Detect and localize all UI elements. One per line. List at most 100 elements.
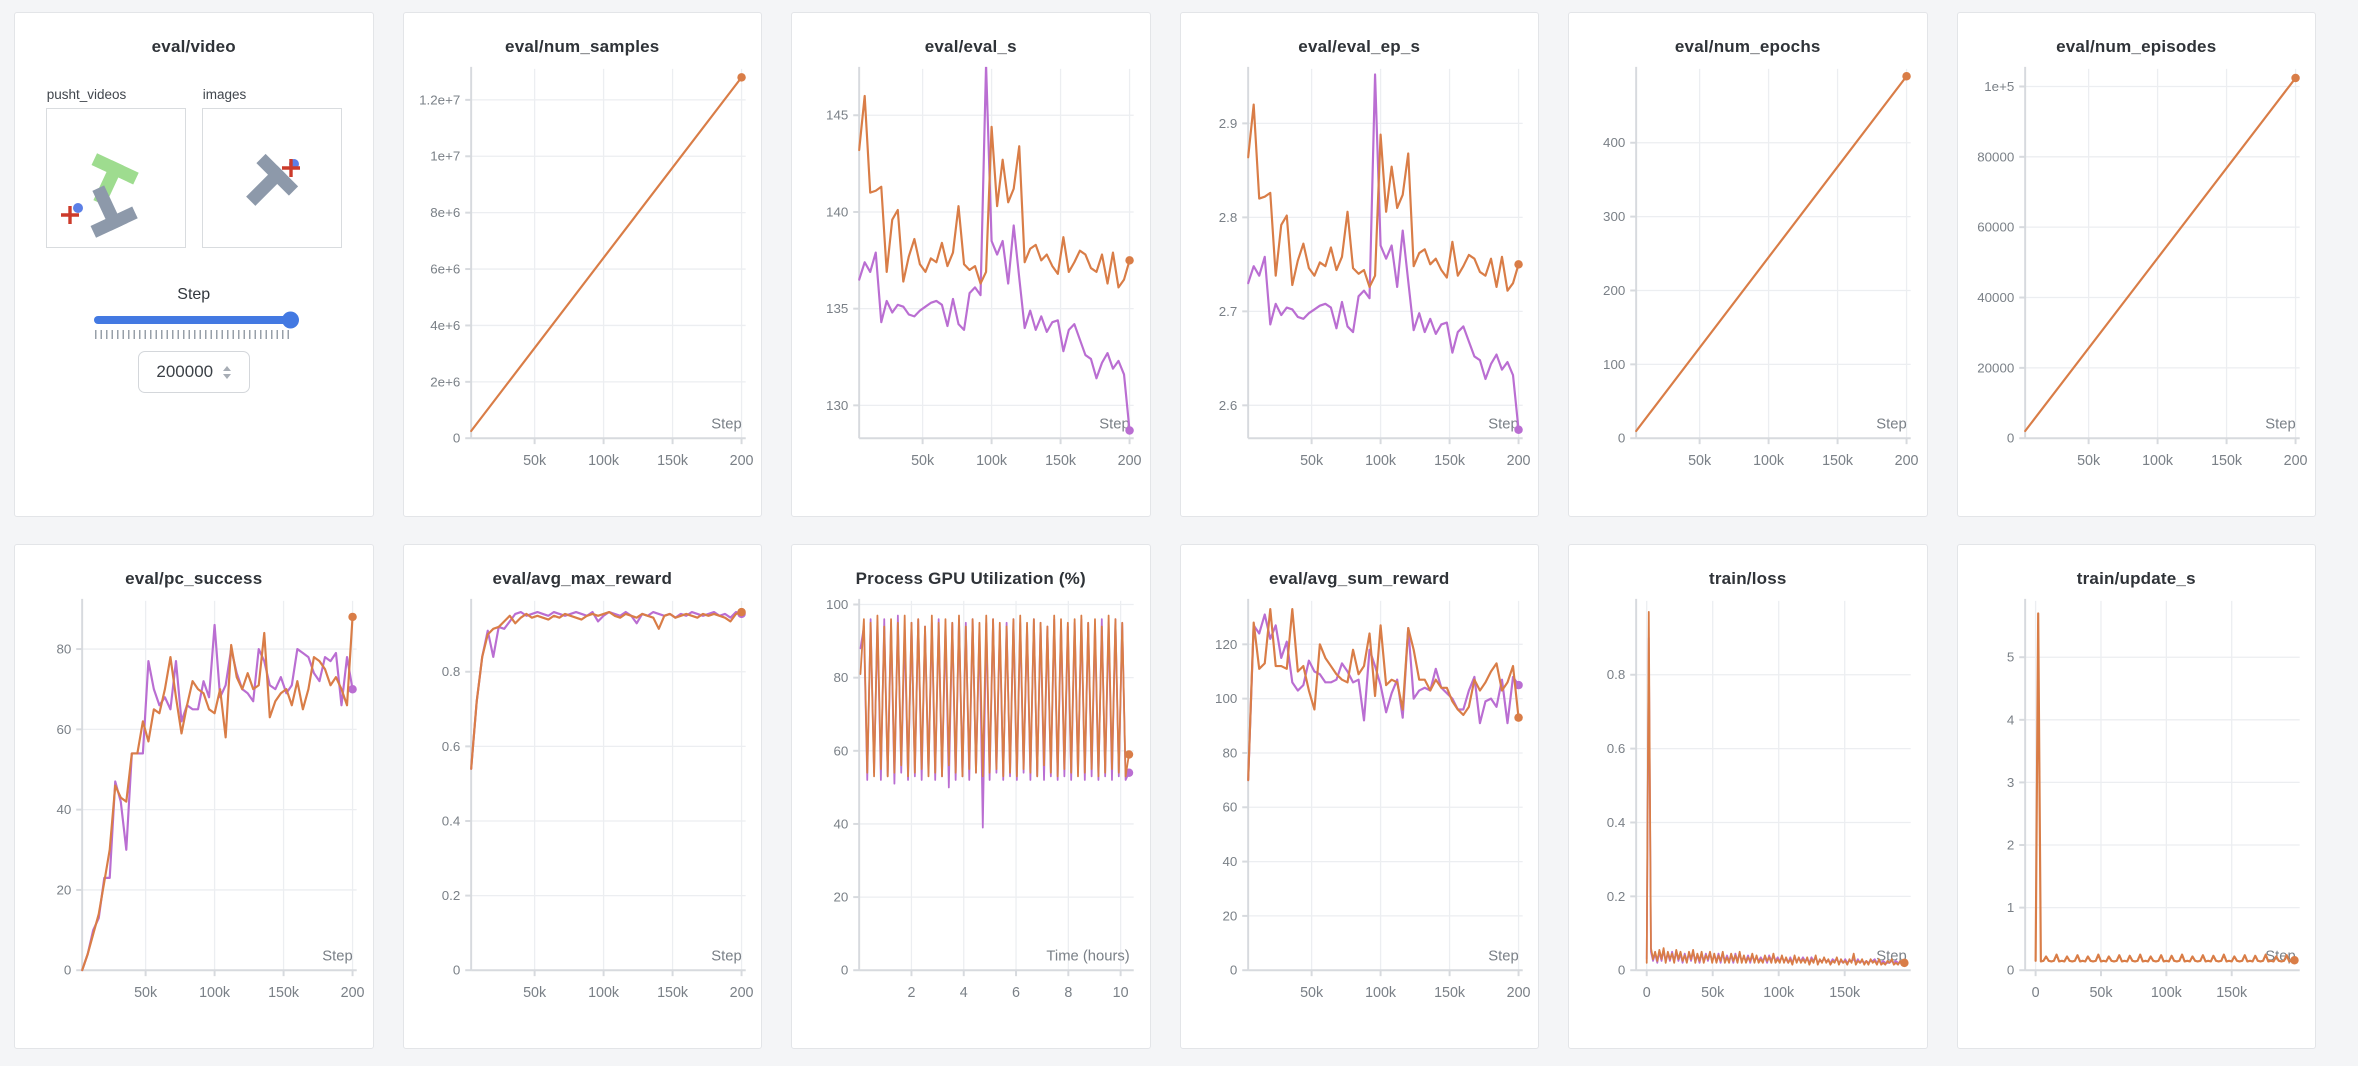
series-end-dot-run_orange: [1902, 72, 1911, 81]
pusht-scene-image: [60, 153, 139, 238]
x-tick-label: 4: [960, 985, 968, 1001]
y-tick-label: 130: [826, 398, 848, 413]
decrement-icon[interactable]: [223, 373, 232, 379]
chart-title: Process GPU Utilization (%): [855, 569, 1086, 588]
chart-canvas[interactable]: 0 20 40 60 80 100 2 4 6 8 10 Time (hours): [792, 591, 1150, 1018]
series-end-dot-run_orange: [2290, 73, 2300, 83]
x-tick-label: 50k: [523, 453, 547, 469]
series-end-dot-run_purple: [1513, 680, 1523, 690]
increment-icon[interactable]: [223, 365, 232, 371]
x-tick-label: 150k: [657, 985, 689, 1001]
chart-canvas[interactable]: 0 0.2 0.4 0.6 0.8 0 50k 100k 150k Step: [1569, 591, 1927, 1018]
x-axis-label: Step: [711, 948, 741, 964]
chart-title: eval/num_samples: [505, 37, 660, 56]
y-tick-label: 1e+5: [1984, 79, 2014, 94]
y-tick-label: 0: [1618, 431, 1625, 446]
x-tick-label: 200: [1506, 453, 1530, 469]
y-tick-label: 20: [56, 882, 71, 897]
x-axis-label: Step: [1876, 416, 1906, 432]
y-tick-label: 6e+6: [430, 261, 460, 276]
series-end-dot-run_orange: [1125, 256, 1134, 265]
chart-title: train/loss: [1708, 569, 1787, 588]
chart-canvas[interactable]: 0 100 200 300 400 50k 100k 150k 200 Step: [1569, 59, 1927, 486]
x-tick-label: 0: [2031, 985, 2039, 1001]
y-tick-label: 60: [56, 722, 71, 737]
y-tick-label: 3: [2006, 775, 2013, 790]
x-tick-label: 200: [341, 985, 365, 1001]
y-tick-label: 135: [826, 301, 848, 316]
x-tick-label: 6: [1012, 985, 1020, 1001]
y-tick-label: 80000: [1977, 149, 2014, 164]
panel-eval-avg-max-reward: eval/avg_max_reward 0 0.2 0.4 0.6 0.8 50k 100k…: [402, 544, 762, 1049]
series-end-dot-run_orange: [736, 73, 746, 82]
series-line-run_orange: [469, 610, 743, 770]
step-slider[interactable]: [93, 311, 299, 329]
x-tick-label: 100k: [1753, 453, 1785, 469]
y-tick-label: 40000: [1977, 290, 2014, 305]
stepper-arrows[interactable]: [223, 365, 232, 379]
y-tick-label: 400: [1603, 135, 1625, 150]
y-tick-label: 4: [2006, 712, 2014, 727]
series-line-run_purple: [469, 610, 743, 770]
pusht-target-cross: [281, 159, 300, 177]
series-end-dot-run_purple: [1125, 426, 1134, 435]
y-tick-label: 100: [1603, 357, 1625, 372]
y-tick-label: 140: [826, 204, 848, 219]
x-tick-label: 100k: [2150, 985, 2182, 1001]
y-tick-label: 5: [2006, 650, 2013, 665]
step-slider-handle[interactable]: [281, 311, 299, 329]
step-slider-tick-ruler: [94, 330, 293, 339]
series-line-run_purple: [1645, 636, 1906, 964]
x-tick-label: 50k: [523, 985, 547, 1001]
x-axis-label: Step: [1488, 948, 1518, 964]
y-tick-label: 2.7: [1218, 304, 1237, 319]
y-tick-label: 60: [1222, 800, 1237, 815]
chart-canvas[interactable]: 0 20 40 60 80 100 120 50k 100k 150k 200 Step: [1181, 591, 1539, 1018]
x-tick-label: 100k: [2142, 453, 2174, 469]
line-chart-svg: 130 135 140 145 50k 100k 150k 200 Step: [826, 66, 1142, 469]
chart-title: eval/num_epochs: [1674, 37, 1821, 56]
pusht-agent-dot: [72, 203, 83, 213]
series-end-dot-run_purple: [348, 684, 357, 694]
chart-canvas[interactable]: 2.6 2.7 2.8 2.9 50k 100k 150k 200 Step: [1181, 59, 1539, 486]
x-tick-label: 200: [2283, 453, 2307, 469]
y-tick-label: 20: [833, 890, 848, 905]
series-line-run_orange: [1246, 607, 1520, 782]
chart-canvas[interactable]: 0 20 40 60 80 50k 100k 150k 200 Step: [15, 591, 373, 1018]
y-tick-label: 0.8: [441, 664, 460, 679]
images-thumbnail[interactable]: [201, 108, 342, 248]
series-line-run_orange: [859, 614, 1130, 778]
chart-canvas[interactable]: 0 20000 40000 60000 80000 1e+5 50k 100k 150k 200 S…: [1958, 59, 2316, 486]
y-tick-label: 4e+6: [430, 318, 460, 333]
pusht-video-thumbnail[interactable]: [45, 108, 186, 248]
x-tick-label: 50k: [2089, 985, 2113, 1001]
x-axis-label: Step: [1099, 416, 1129, 432]
panel-title: eval/video: [151, 37, 236, 56]
chart-canvas[interactable]: 0 2e+6 4e+6 6e+6 8e+6 1e+7 1.2e+7 50k 100k 150k 20…: [404, 59, 762, 486]
line-chart-svg: 2.6 2.7 2.8 2.9 50k 100k 150k 200 Step: [1218, 66, 1530, 469]
x-tick-label: 50k: [911, 453, 935, 469]
x-tick-label: 100k: [976, 453, 1008, 469]
y-tick-label: 8e+6: [430, 205, 460, 220]
step-number-input[interactable]: 200000: [137, 351, 250, 393]
chart-canvas[interactable]: 130 135 140 145 50k 100k 150k 200 Step: [792, 59, 1150, 486]
chart-canvas[interactable]: 0 0.2 0.4 0.6 0.8 50k 100k 150k 200 Step: [404, 591, 762, 1018]
y-tick-label: 0: [841, 963, 848, 978]
x-tick-label: 50k: [1300, 985, 1324, 1001]
y-tick-label: 0.6: [1607, 741, 1626, 756]
media-caption: pusht_videos: [46, 87, 127, 102]
x-tick-label: 0: [1643, 985, 1651, 1001]
x-tick-label: 100k: [199, 985, 231, 1001]
x-axis-label: Step: [2265, 416, 2295, 432]
panel-train-update-s: train/update_s 0 1 2 3 4 5 0 50k 100k 150k Step: [1956, 544, 2316, 1049]
x-tick-label: 50k: [1701, 985, 1725, 1001]
y-tick-label: 40: [56, 802, 71, 817]
chart-title: eval/eval_ep_s: [1298, 37, 1421, 56]
y-tick-label: 0.4: [441, 813, 460, 828]
x-tick-label: 200: [729, 453, 753, 469]
chart-title: eval/avg_sum_reward: [1268, 569, 1450, 588]
x-tick-label: 150k: [1434, 985, 1466, 1001]
chart-canvas[interactable]: 0 1 2 3 4 5 0 50k 100k 150k Step: [1958, 591, 2316, 1018]
panel-eval-avg-sum-reward: eval/avg_sum_reward 0 20 40 60 80 100 120 50k 10…: [1179, 544, 1539, 1049]
